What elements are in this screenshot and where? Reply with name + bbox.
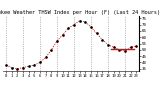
Point <box>5 64 7 66</box>
Point <box>22 67 24 68</box>
Point <box>84 21 87 23</box>
Point <box>73 24 75 25</box>
Point <box>33 64 36 66</box>
Point <box>129 47 132 48</box>
Point <box>118 49 121 51</box>
Point <box>27 66 30 67</box>
Point <box>78 20 81 21</box>
Point <box>16 68 19 70</box>
Point <box>95 33 98 34</box>
Title: Milwaukee Weather THSW Index per Hour (F) (Last 24 Hours): Milwaukee Weather THSW Index per Hour (F… <box>0 10 160 15</box>
Point <box>112 47 115 48</box>
Point <box>67 28 70 29</box>
Point <box>39 62 41 63</box>
Point <box>90 26 92 28</box>
Point <box>101 39 104 40</box>
Point <box>10 67 13 68</box>
Point <box>56 40 58 42</box>
Point <box>135 45 138 47</box>
Point <box>50 49 53 51</box>
Point <box>107 44 109 46</box>
Point <box>124 50 126 52</box>
Point <box>44 57 47 58</box>
Point <box>61 34 64 35</box>
